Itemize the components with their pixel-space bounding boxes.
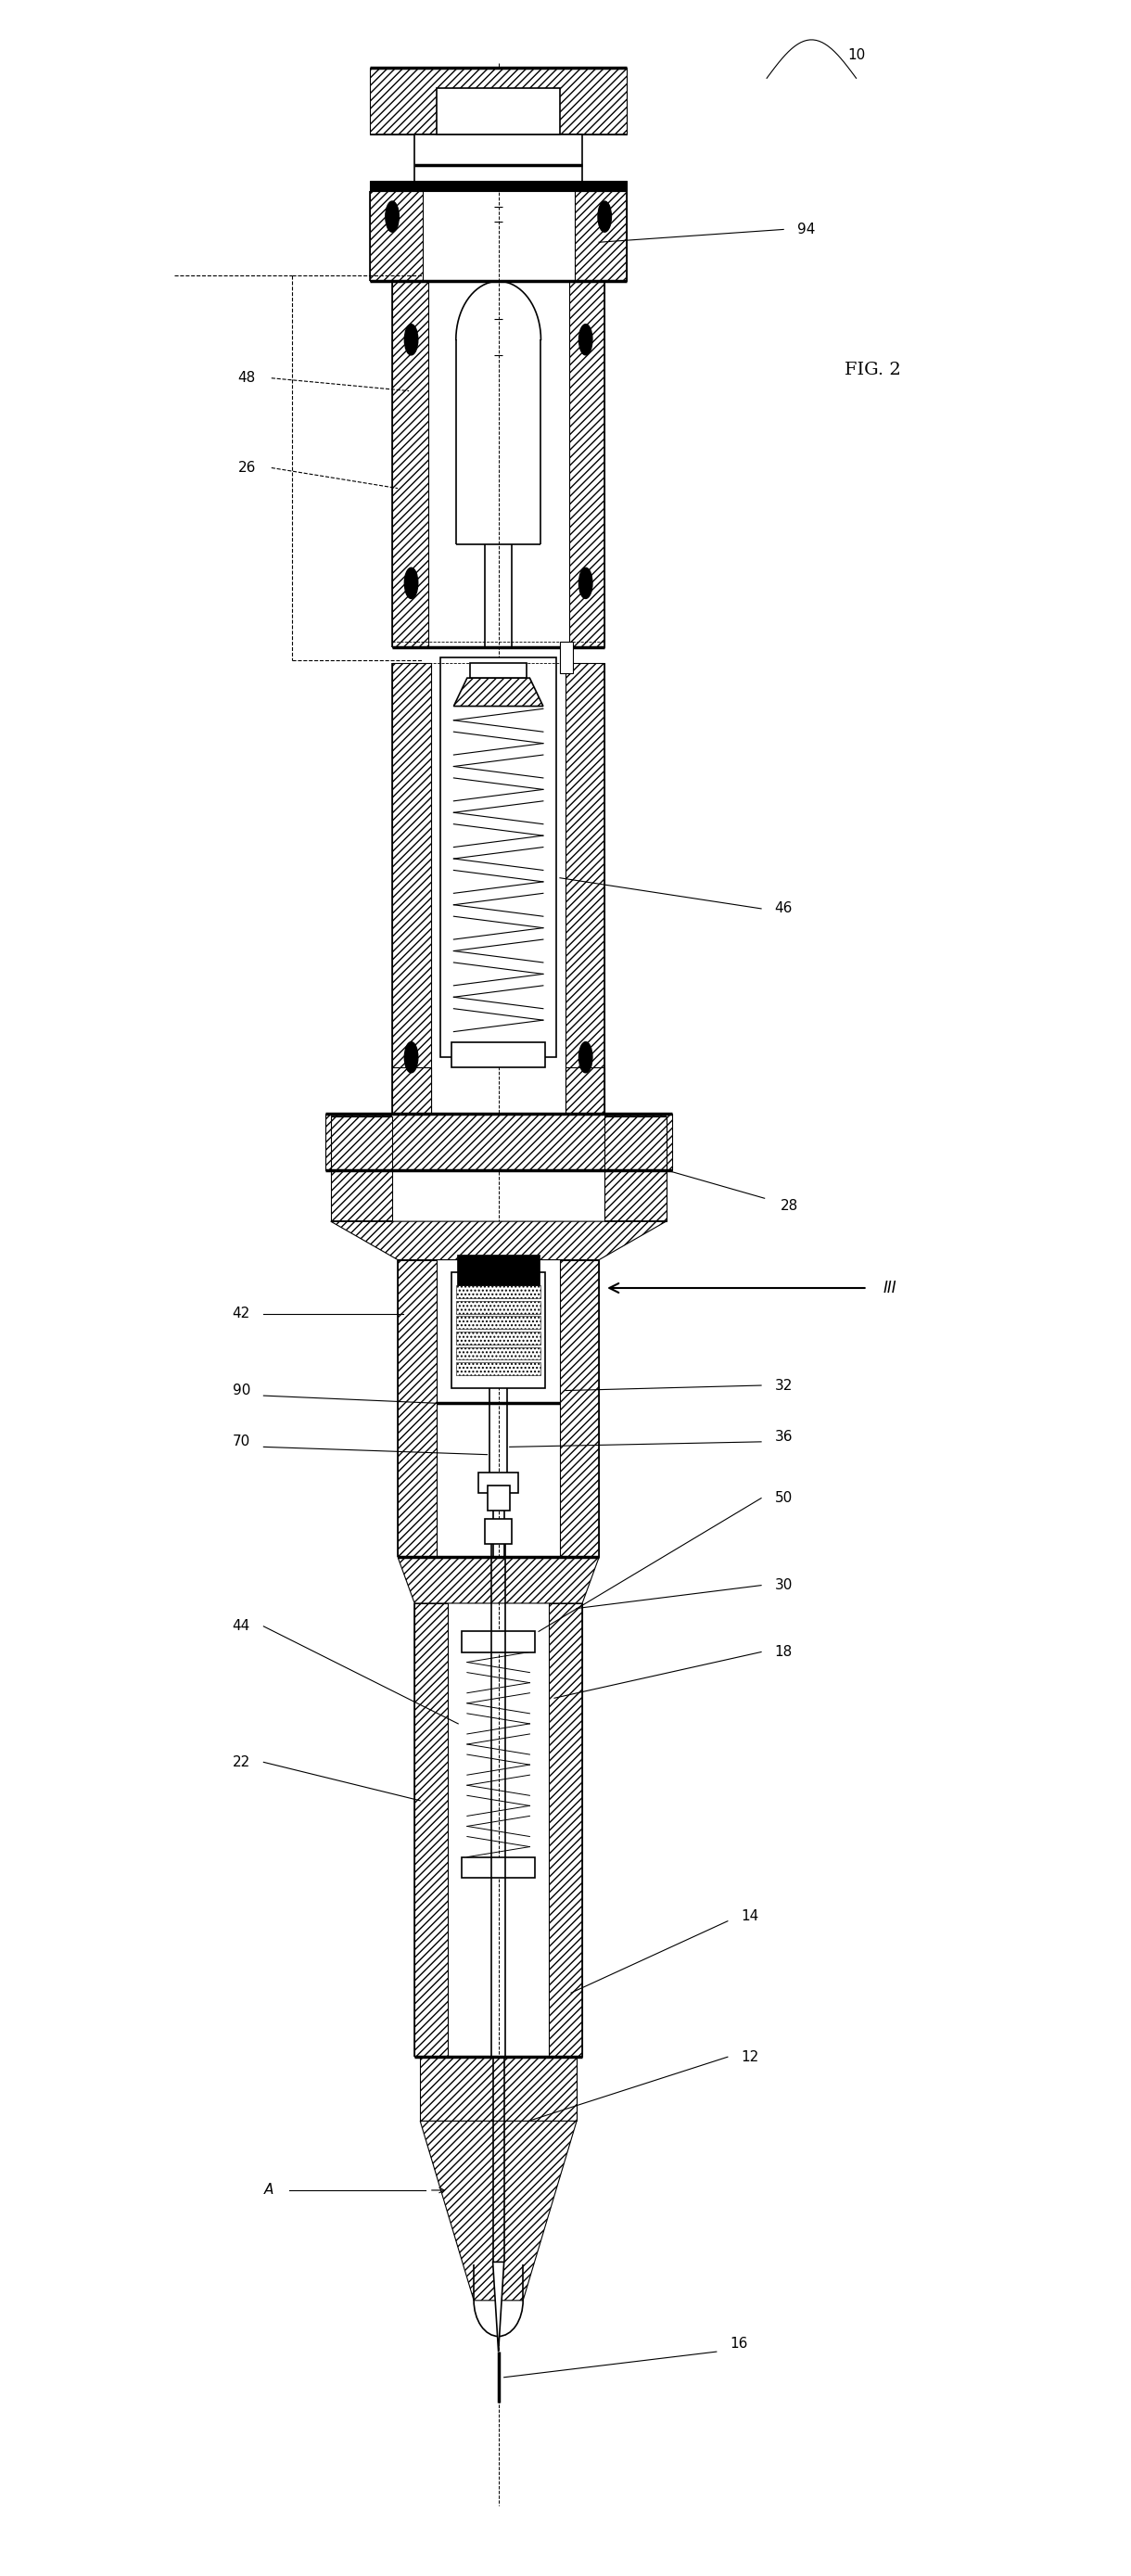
Circle shape	[579, 325, 593, 355]
Bar	[456, 1363, 541, 1376]
Polygon shape	[569, 281, 605, 647]
Polygon shape	[330, 1221, 666, 1260]
Text: 12: 12	[741, 2050, 759, 2063]
Text: III: III	[883, 1280, 897, 1296]
Polygon shape	[493, 2262, 504, 2352]
Polygon shape	[392, 1066, 431, 1113]
Polygon shape	[392, 281, 428, 647]
Bar	[461, 1631, 535, 1651]
Bar	[470, 662, 526, 677]
Polygon shape	[560, 1260, 599, 1556]
Polygon shape	[575, 191, 627, 281]
Text: 28: 28	[780, 1198, 798, 1213]
Polygon shape	[330, 1115, 392, 1221]
Bar	[456, 1316, 541, 1329]
Text: 14: 14	[741, 1909, 759, 1922]
Text: 94: 94	[797, 222, 814, 237]
Bar	[485, 1520, 512, 1546]
Polygon shape	[398, 1260, 437, 1556]
Circle shape	[386, 201, 399, 232]
Bar	[456, 1301, 541, 1314]
Text: 50: 50	[775, 1492, 793, 1504]
Bar	[478, 1473, 518, 1494]
Bar	[440, 657, 556, 1056]
Text: 44: 44	[232, 1620, 250, 1633]
Bar	[451, 1041, 545, 1066]
Text: A: A	[265, 2184, 274, 2197]
Polygon shape	[325, 1113, 672, 1170]
Polygon shape	[605, 1115, 666, 1221]
Bar	[456, 1347, 541, 1360]
Bar	[437, 88, 560, 134]
Polygon shape	[415, 1602, 448, 2058]
Circle shape	[579, 1041, 593, 1072]
Text: 42: 42	[232, 1306, 250, 1321]
Text: 26: 26	[238, 461, 256, 474]
Bar	[456, 1332, 541, 1345]
Text: 16: 16	[729, 2336, 748, 2352]
Text: 30: 30	[775, 1579, 793, 1592]
Circle shape	[598, 201, 612, 232]
Polygon shape	[370, 180, 627, 191]
Polygon shape	[370, 67, 627, 134]
Circle shape	[579, 567, 593, 598]
Text: 36: 36	[775, 1430, 793, 1443]
Bar	[456, 1285, 541, 1298]
Polygon shape	[566, 662, 605, 1113]
Circle shape	[405, 1041, 418, 1072]
Circle shape	[405, 325, 418, 355]
Bar	[487, 1486, 510, 1512]
Text: 18: 18	[775, 1646, 793, 1659]
Text: 10: 10	[847, 49, 865, 62]
Bar	[560, 641, 573, 672]
Text: 32: 32	[775, 1378, 793, 1394]
Polygon shape	[392, 662, 431, 1113]
Bar	[461, 1857, 535, 1878]
Polygon shape	[420, 2120, 577, 2300]
Text: 90: 90	[232, 1383, 250, 1396]
Polygon shape	[398, 1556, 599, 1602]
Polygon shape	[420, 2058, 577, 2120]
Text: 48: 48	[238, 371, 256, 384]
Text: 22: 22	[232, 1754, 250, 1770]
Polygon shape	[566, 1066, 605, 1113]
Polygon shape	[454, 677, 543, 706]
Circle shape	[405, 567, 418, 598]
Bar	[457, 1255, 539, 1285]
Polygon shape	[370, 191, 422, 281]
Text: FIG. 2: FIG. 2	[845, 363, 901, 379]
Polygon shape	[549, 1602, 582, 2058]
Text: 70: 70	[232, 1435, 250, 1448]
Bar	[451, 1273, 545, 1388]
Text: 46: 46	[775, 902, 793, 914]
Bar	[415, 134, 582, 191]
